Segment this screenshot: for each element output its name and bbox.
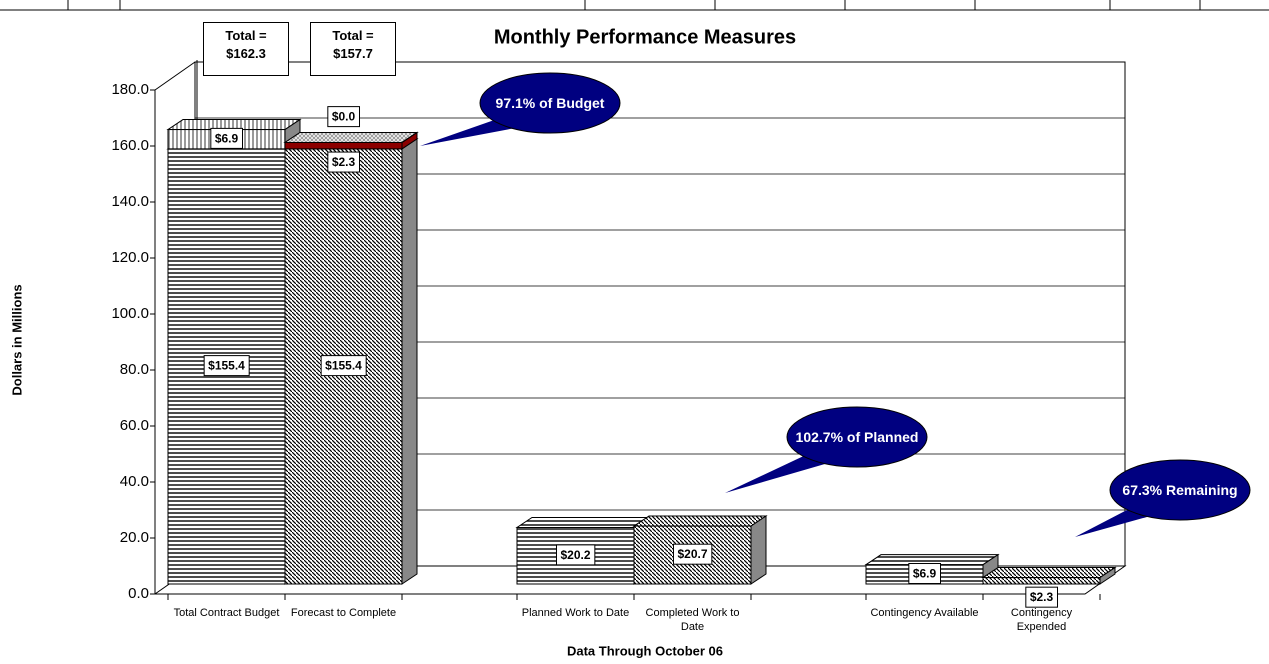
data-label-box xyxy=(327,106,361,128)
data-label-text: $2.3 xyxy=(332,155,356,169)
bar-segment-side xyxy=(750,515,767,585)
bar-segment-side xyxy=(401,132,418,143)
data-label: $155.4 xyxy=(320,355,367,377)
data-label-box xyxy=(672,543,713,565)
x-tick-label: Planned Work to Date xyxy=(521,607,630,619)
data-label-text: $6.9 xyxy=(913,567,937,581)
data-label-box xyxy=(1025,586,1059,608)
total-box: Total = $157.7 xyxy=(310,22,396,76)
data-label-text: $155.4 xyxy=(325,359,362,373)
data-label: $2.3 xyxy=(1025,586,1059,608)
data-label: $20.2 xyxy=(555,544,596,566)
bar-segment-top xyxy=(632,515,768,527)
data-label-box xyxy=(210,127,244,149)
data-label: $20.7 xyxy=(672,543,713,565)
x-tick-label: Completed Work to Date xyxy=(645,607,740,633)
data-label-text: $6.9 xyxy=(215,131,239,145)
data-label-text: $20.2 xyxy=(560,548,590,562)
y-tick-label: 40.0 xyxy=(120,473,149,490)
data-label-text: $2.3 xyxy=(1030,590,1054,604)
y-tick-label: 60.0 xyxy=(120,417,149,434)
top-table-lines xyxy=(0,0,1269,11)
bar-segment-top xyxy=(515,516,651,528)
chart-title: Monthly Performance Measures xyxy=(494,26,796,48)
data-label: $6.9 xyxy=(908,563,942,585)
x-tick-label: Total Contract Budget xyxy=(173,607,280,619)
x-tick-label: Contingency Available xyxy=(870,607,979,619)
callout-text: 67.3% Remaining xyxy=(1122,482,1238,498)
callout-bubble xyxy=(786,406,928,468)
y-tick-label: 180.0 xyxy=(111,81,149,98)
bar-segment xyxy=(982,577,1101,585)
callout-text: 102.7% of Planned xyxy=(795,429,919,445)
bar-segment-top xyxy=(981,567,1117,579)
y-tick-label: 160.0 xyxy=(111,137,149,154)
bar-segment xyxy=(284,141,403,150)
data-label-text: $155.4 xyxy=(208,359,245,373)
y-tick-label: 140.0 xyxy=(111,193,149,210)
data-label-box xyxy=(327,151,361,173)
y-tick-label: 120.0 xyxy=(111,249,149,266)
bar-segment-side xyxy=(1099,566,1116,585)
y-tick-label: 0.0 xyxy=(128,585,149,602)
total-box: Total = $162.3 xyxy=(203,22,289,76)
bar-segment-side xyxy=(401,137,418,585)
bar-segment-top xyxy=(283,131,419,143)
callout-bubble xyxy=(1109,459,1251,521)
data-label-box xyxy=(555,544,596,566)
callout-bubble xyxy=(479,72,621,134)
data-label: $0.0 xyxy=(327,106,361,128)
x-axis-label: Data Through October 06 xyxy=(567,643,723,658)
y-tick-label: 80.0 xyxy=(120,361,149,378)
data-label-text: $20.7 xyxy=(677,547,707,561)
y-tick-label: 20.0 xyxy=(120,529,149,546)
data-label-box xyxy=(908,563,942,585)
y-tick-label: 100.0 xyxy=(111,305,149,322)
data-label-box xyxy=(320,355,367,377)
data-label-box xyxy=(203,355,250,377)
x-tick-label: Forecast to Complete xyxy=(290,607,397,619)
data-label: $2.3 xyxy=(327,151,361,173)
y-axis-label: Dollars in Millions xyxy=(9,284,24,395)
data-label: $155.4 xyxy=(203,355,250,377)
callout-text: 97.1% of Budget xyxy=(495,95,605,111)
data-label: $6.9 xyxy=(210,127,244,149)
x-tick-label: Contingency Expended xyxy=(1010,607,1073,633)
side-wall-top xyxy=(154,61,196,91)
data-label-text: $0.0 xyxy=(332,110,356,124)
